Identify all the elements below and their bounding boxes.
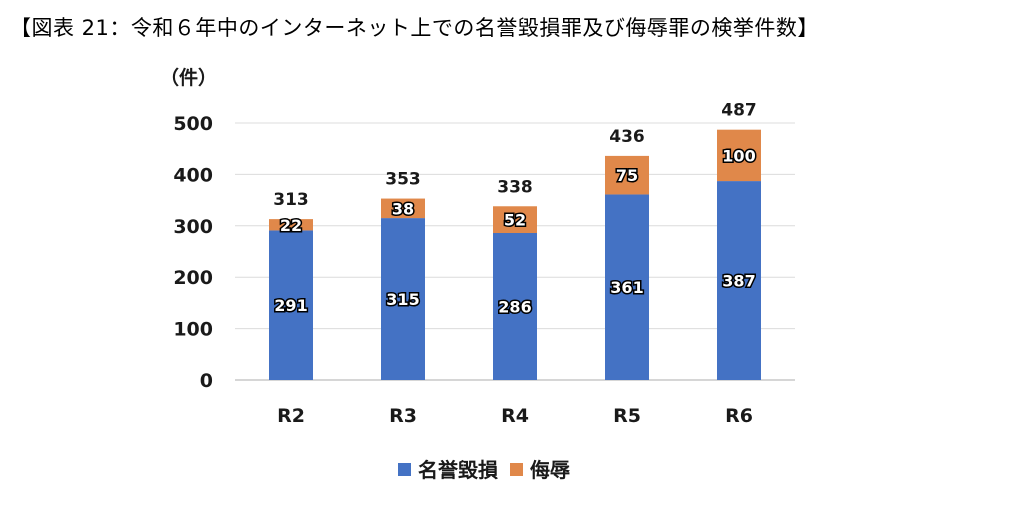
segment-value-label: 52 — [504, 211, 526, 230]
y-tick-label: 400 — [173, 164, 213, 186]
segment-value-label: 286 — [498, 297, 531, 316]
y-tick-label: 100 — [173, 319, 213, 341]
segment-value-label: 100 — [722, 146, 755, 165]
bar-defamation-R5 — [605, 194, 649, 380]
bar-insult-R3 — [381, 198, 425, 219]
x-tick-label: R3 — [389, 405, 417, 427]
bar-insult-R2 — [269, 219, 313, 231]
segment-value-label: 291 — [274, 296, 307, 315]
bar-defamation-R6 — [717, 181, 761, 380]
y-axis-unit-label: （件） — [160, 66, 217, 89]
total-value-label: 338 — [497, 177, 533, 197]
chart-title: 【図表 21：令和６年中のインターネット上での名誉毀損罪及び侮辱罪の検挙件数】 — [10, 16, 819, 40]
x-tick-label: R5 — [613, 405, 641, 427]
legend-swatch-insult — [510, 463, 523, 476]
x-tick-label: R4 — [501, 405, 529, 427]
total-value-label: 487 — [721, 101, 757, 121]
bar-insult-R4 — [493, 206, 537, 233]
legend-label-defamation: 名誉毀損 — [418, 458, 499, 482]
total-value-label: 353 — [385, 170, 421, 190]
bar-insult-R6 — [717, 129, 761, 182]
y-tick-label: 0 — [200, 370, 213, 392]
segment-value-label: 22 — [280, 216, 302, 235]
segment-value-label: 361 — [610, 278, 643, 297]
segment-value-label: 38 — [392, 199, 414, 218]
y-tick-label: 300 — [173, 216, 213, 238]
segment-value-label: 387 — [722, 272, 755, 291]
x-tick-label: R6 — [725, 405, 753, 427]
y-tick-label: 200 — [173, 267, 213, 289]
bar-defamation-R2 — [269, 230, 313, 380]
y-tick-label: 500 — [173, 113, 213, 135]
segment-value-label: 75 — [616, 166, 638, 185]
total-value-label: 313 — [273, 190, 309, 210]
legend-label-insult: 侮辱 — [530, 458, 570, 482]
legend-swatch-defamation — [398, 463, 411, 476]
segment-value-label: 315 — [386, 290, 419, 309]
total-value-label: 436 — [609, 127, 645, 147]
bar-defamation-R4 — [493, 232, 537, 380]
bar-insult-R5 — [605, 155, 649, 195]
bar-defamation-R3 — [381, 218, 425, 380]
x-tick-label: R2 — [277, 405, 305, 427]
